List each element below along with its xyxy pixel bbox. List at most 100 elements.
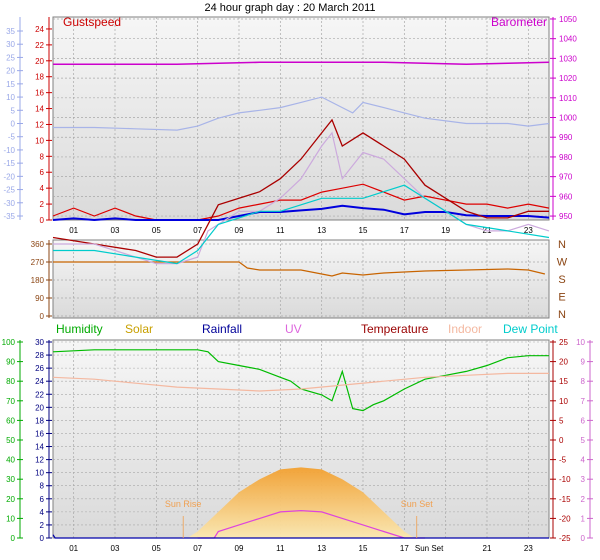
gust-tick-label: 10	[35, 136, 44, 145]
compass-label: E	[558, 292, 565, 304]
barometer-tick-label: 1020	[559, 74, 577, 83]
legend-solar: Solar	[125, 322, 153, 336]
wind-pressure-panel: Gustspeed Barometer 95096097098099010001…	[3, 15, 577, 235]
x-tick-label: 17	[400, 544, 409, 553]
gust-tick-label: 24	[35, 25, 44, 34]
uv-tick-label: 3	[581, 475, 586, 484]
rain-tick-label: 14	[35, 443, 44, 452]
legend-gustspeed: Gustspeed	[63, 15, 121, 29]
x-tick-label: 07	[193, 226, 202, 235]
gust-tick-label: 4	[40, 184, 45, 193]
outer-tick-label: 25	[6, 53, 15, 62]
rain-tick-label: 0	[40, 534, 45, 543]
x-tick-label: 01	[69, 226, 78, 235]
x-tick-label: 13	[317, 226, 326, 235]
direction-tick-label: 360	[31, 240, 45, 249]
outer-tick-label: -10	[3, 146, 15, 155]
sunrise-label: Sun Rise	[165, 499, 202, 509]
legend-uv: UV	[285, 322, 302, 336]
x-tick-label: 23	[524, 226, 533, 235]
x-tick-label: 15	[359, 226, 368, 235]
rain-tick-label: 18	[35, 416, 44, 425]
direction-tick-label: 180	[31, 276, 45, 285]
x-tick-label: 15	[359, 544, 368, 553]
gust-tick-label: 2	[40, 200, 45, 209]
panel-background	[52, 16, 550, 221]
temperature-tick-label: -20	[559, 514, 571, 523]
barometer-tick-label: 1010	[559, 94, 577, 103]
rain-tick-label: 6	[40, 495, 45, 504]
compass-label: N	[558, 239, 566, 251]
x-tick-label: 07	[193, 544, 202, 553]
series-line	[52, 183, 550, 221]
humidity-tick-label: 80	[6, 377, 15, 386]
x-tick-label: 17	[400, 226, 409, 235]
x-tick-label: 11	[276, 226, 285, 235]
barometer-tick-label: 980	[559, 153, 573, 162]
temperature-tick-label: -15	[559, 495, 571, 504]
legend-indoor: Indoor	[448, 322, 482, 336]
rain-tick-label: 8	[40, 482, 45, 491]
humidity-tick-label: 60	[6, 416, 15, 425]
legend-temperature: Temperature	[361, 322, 429, 336]
barometer-tick-label: 1050	[559, 15, 577, 24]
x-tick-label: 11	[276, 544, 285, 553]
x-tick-label: Sun Set	[415, 544, 444, 553]
barometer-tick-label: 1000	[559, 114, 577, 123]
series-line	[197, 509, 425, 539]
wind-direction-line	[53, 261, 546, 277]
compass-label: S	[558, 274, 565, 286]
direction-tick-label: 0	[40, 312, 45, 321]
outer-tick-label: -20	[3, 172, 15, 181]
x-tick-label: 05	[152, 226, 161, 235]
series-line	[53, 96, 550, 131]
humidity-tick-label: 50	[6, 436, 15, 445]
outer-tick-label: 5	[11, 106, 16, 115]
humidity-tick-label: 40	[6, 456, 15, 465]
temperature-tick-label: 10	[559, 397, 568, 406]
barometer-tick-label: 970	[559, 173, 573, 182]
uv-tick-label: 2	[581, 495, 586, 504]
legend-rainfall: Rainfall	[202, 322, 242, 336]
outer-tick-label: 20	[6, 67, 15, 76]
gust-tick-label: 12	[35, 120, 44, 129]
outer-tick-label: 0	[11, 120, 16, 129]
outer-tick-label: 35	[6, 27, 15, 36]
uv-tick-label: 9	[581, 358, 586, 367]
x-tick-label: 09	[235, 544, 244, 553]
rain-tick-label: 2	[40, 521, 45, 530]
temperature-tick-label: -10	[559, 475, 571, 484]
humidity-tick-label: 70	[6, 397, 15, 406]
barometer-tick-label: 950	[559, 212, 573, 221]
temperature-tick-label: 5	[559, 416, 564, 425]
series-line	[52, 349, 549, 412]
gust-tick-label: 6	[40, 168, 45, 177]
rain-tick-label: 30	[35, 338, 44, 347]
barometer-tick-label: 1040	[559, 35, 577, 44]
uv-tick-label: 8	[581, 377, 586, 386]
rain-tick-label: 16	[35, 429, 44, 438]
rain-tick-label: 22	[35, 390, 44, 399]
legend-barometer: Barometer	[491, 15, 547, 29]
humidity-tick-label: 100	[2, 338, 16, 347]
x-tick-label: 23	[524, 544, 533, 553]
gust-tick-label: 18	[35, 73, 44, 82]
x-tick-label: 05	[152, 544, 161, 553]
humidity-tick-label: 10	[6, 514, 15, 523]
outer-tick-label: -25	[3, 186, 15, 195]
rain-tick-label: 26	[35, 364, 44, 373]
temperature-tick-label: -25	[559, 534, 571, 543]
gust-tick-label: 8	[40, 152, 45, 161]
uv-tick-label: 10	[576, 338, 585, 347]
sunset-label: Sun Set	[401, 499, 434, 509]
uv-tick-label: 0	[581, 534, 586, 543]
series-line	[52, 204, 550, 222]
rain-tick-label: 20	[35, 403, 44, 412]
outer-tick-label: 15	[6, 80, 15, 89]
humidity-tick-label: 0	[11, 534, 16, 543]
x-tick-label: 03	[111, 544, 120, 553]
panel-background	[52, 239, 550, 319]
barometer-tick-label: 1030	[559, 54, 577, 63]
